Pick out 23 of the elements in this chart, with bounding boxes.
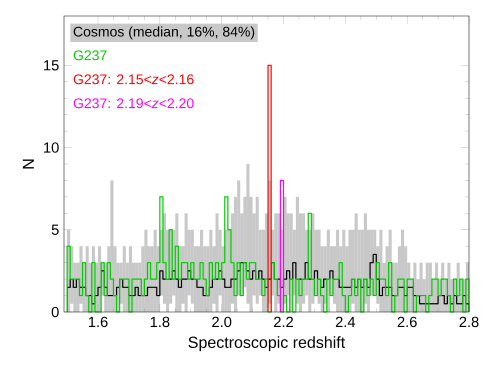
y-tick-label: 5 (52, 224, 59, 235)
y-tick-label: 10 (44, 142, 59, 153)
text: G237 (74, 50, 107, 60)
x-tick-label: 1.6 (88, 316, 108, 328)
x-tick-label: 2.4 (336, 316, 356, 327)
x-tick-label: 2.2 (274, 316, 293, 327)
bar (256, 196, 259, 304)
x-tick-label: 2.0 (212, 316, 232, 328)
x-tick-label: 2.8 (460, 316, 479, 328)
x-tick-label: 2.6 (398, 316, 417, 328)
text: Cosmos (median, 16%, 84%) (74, 26, 254, 40)
bar (336, 230, 340, 312)
y-tick-label: 0 (52, 306, 59, 318)
x-tick-label: 1.8 (150, 316, 170, 328)
y-tick-label: 15 (44, 60, 59, 70)
y-axis-title: N (22, 160, 34, 168)
text: G237: 2.19<z<2.20 (74, 98, 194, 108)
bar (122, 246, 126, 312)
x-axis-title: Spectroscopic redshift (188, 336, 346, 352)
text: G237: 2.15<z<2.16 (74, 74, 194, 84)
bar (184, 213, 188, 312)
bar (110, 180, 114, 312)
bar (154, 230, 157, 312)
